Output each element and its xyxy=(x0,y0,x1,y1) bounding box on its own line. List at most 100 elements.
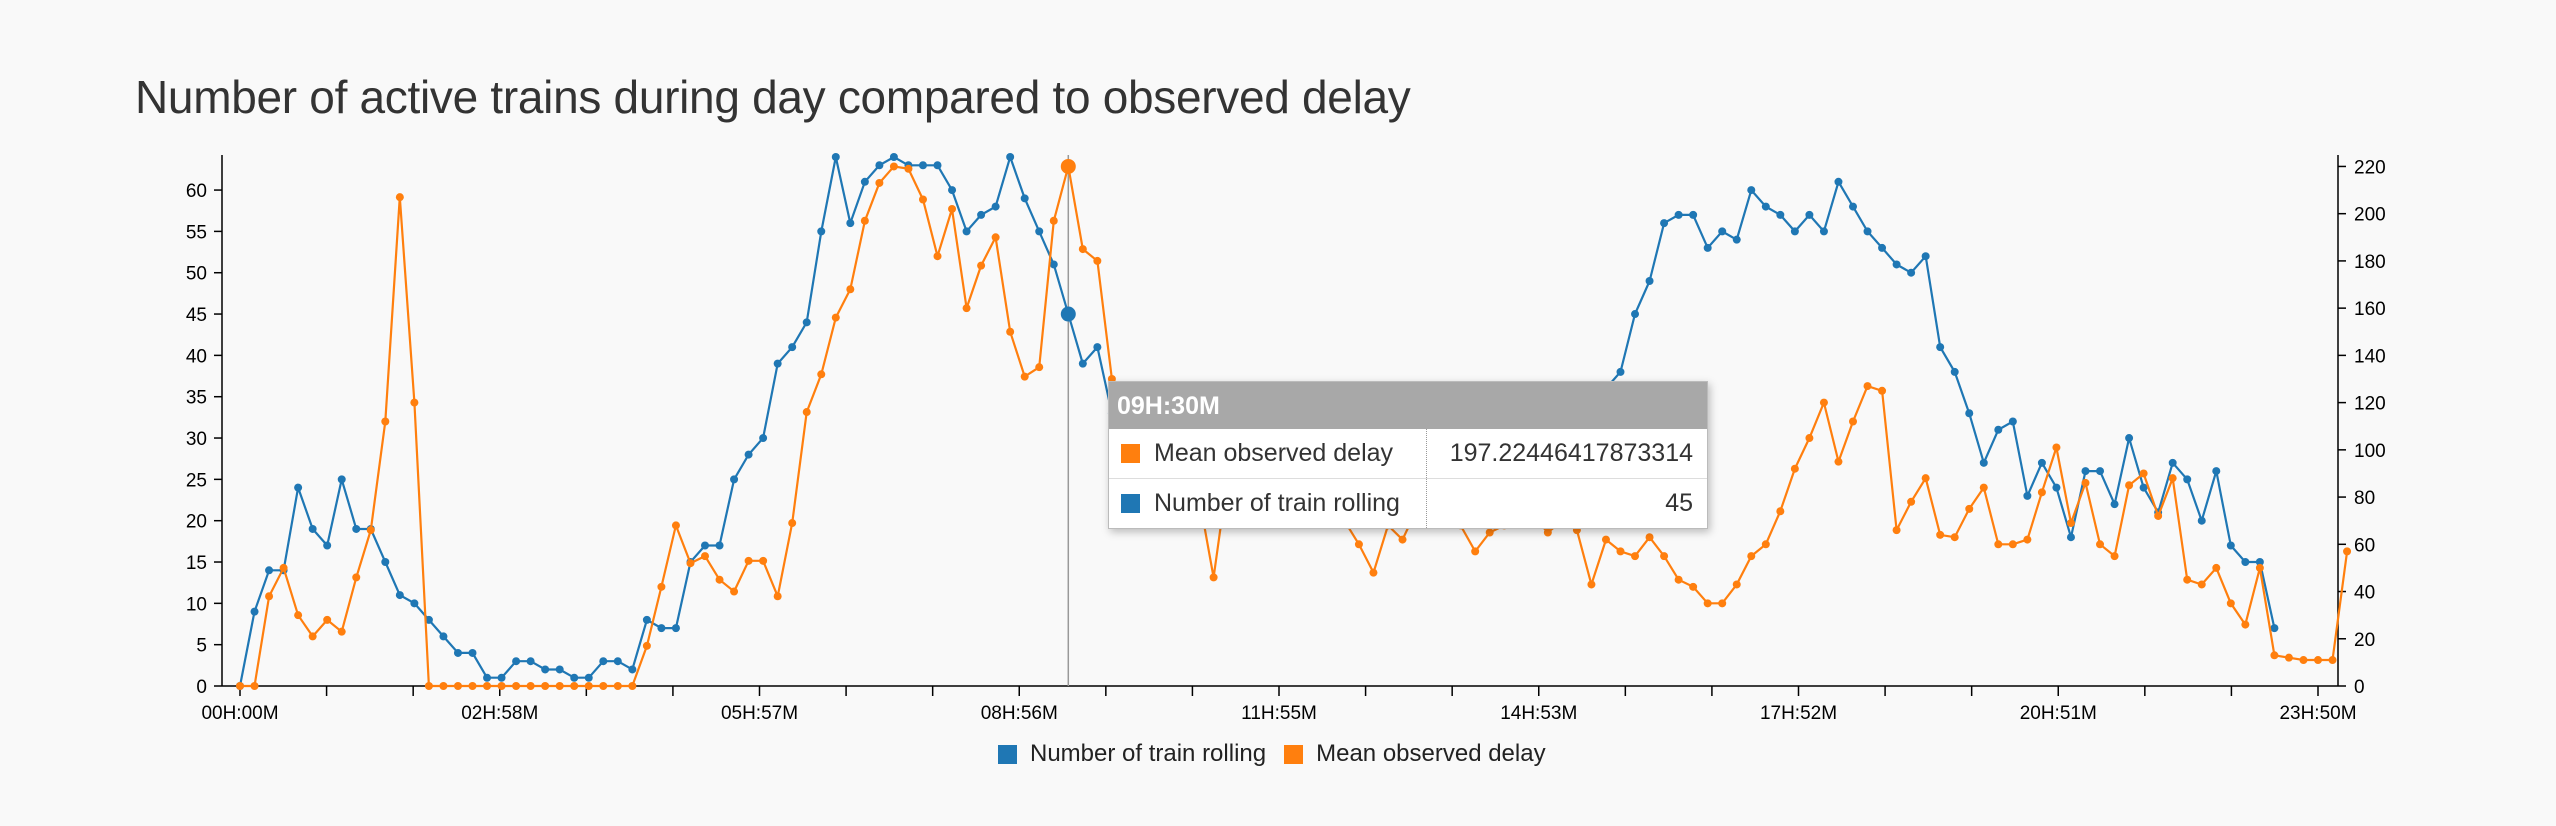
y-left-tick-label: 30 xyxy=(186,429,207,450)
data-point xyxy=(512,682,521,690)
data-point xyxy=(1674,575,1683,584)
data-point xyxy=(1703,599,1712,608)
y-left-tick-label: 35 xyxy=(186,388,207,409)
y-left-tick-label: 20 xyxy=(186,512,207,533)
data-point xyxy=(1718,227,1727,236)
data-point xyxy=(424,615,433,624)
data-point xyxy=(788,519,797,528)
data-point xyxy=(1645,276,1654,285)
data-point xyxy=(730,587,739,596)
data-point xyxy=(1907,268,1916,277)
data-point xyxy=(250,682,259,690)
data-point xyxy=(2168,458,2177,467)
data-point xyxy=(628,665,637,674)
data-point xyxy=(1921,474,1930,483)
hover-tooltip: 09H:30M Mean observed delay 197.22446417… xyxy=(1108,381,1708,529)
data-point xyxy=(1674,210,1683,219)
data-point xyxy=(2197,516,2206,525)
data-point xyxy=(1732,580,1741,589)
data-point xyxy=(2037,458,2046,467)
data-point xyxy=(1049,216,1058,225)
data-point xyxy=(1892,260,1901,269)
data-point xyxy=(323,615,332,624)
data-point xyxy=(1485,528,1494,537)
x-tick-label: 11H:55M xyxy=(1241,703,1317,724)
data-point xyxy=(701,552,710,561)
data-point xyxy=(1093,343,1102,352)
data-point xyxy=(2226,599,2235,608)
legend-item-delay[interactable]: Mean observed delay xyxy=(1284,740,1546,768)
data-point xyxy=(1761,202,1770,211)
data-point xyxy=(366,526,375,535)
tooltip-time: 09H:30M xyxy=(1109,382,1707,429)
data-point xyxy=(1587,580,1596,589)
x-tick-label: 00H:00M xyxy=(201,703,278,724)
data-point xyxy=(424,682,433,690)
data-point xyxy=(904,164,913,173)
data-point xyxy=(323,541,332,550)
data-point xyxy=(2008,540,2017,549)
tooltip-row-delay: Mean observed delay 197.22446417873314 xyxy=(1109,429,1707,478)
data-point xyxy=(250,607,259,616)
data-point xyxy=(584,682,593,690)
data-point xyxy=(773,359,782,368)
data-point xyxy=(1703,243,1712,252)
legend-item-trains[interactable]: Number of train rolling xyxy=(998,740,1266,768)
data-point xyxy=(308,524,317,533)
data-point xyxy=(1107,374,1116,383)
data-point xyxy=(701,541,710,550)
tooltip-row-trains: Number of train rolling 45 xyxy=(1109,478,1707,528)
data-point xyxy=(381,417,390,426)
data-point xyxy=(1209,573,1218,582)
data-point xyxy=(1049,260,1058,269)
data-point xyxy=(468,648,477,657)
data-point xyxy=(1078,245,1087,254)
y-right-tick-label: 220 xyxy=(2354,157,2386,178)
data-point xyxy=(541,665,550,674)
data-point xyxy=(2125,434,2134,443)
hover-markers xyxy=(1060,158,1076,322)
x-tick-label: 23H:50M xyxy=(2279,703,2356,724)
tooltip-value: 45 xyxy=(1665,489,1693,517)
data-point xyxy=(2139,469,2148,478)
data-point xyxy=(381,558,390,567)
data-point xyxy=(2183,475,2192,484)
data-point xyxy=(2328,656,2337,665)
data-point xyxy=(2110,552,2119,561)
data-point xyxy=(584,673,593,682)
data-point xyxy=(1979,458,1988,467)
data-point xyxy=(2212,467,2221,476)
data-point xyxy=(918,161,927,170)
data-point xyxy=(613,657,622,666)
hover-point xyxy=(1060,158,1076,174)
data-point xyxy=(570,682,579,690)
data-point xyxy=(933,161,942,170)
data-point xyxy=(2314,656,2322,665)
data-point xyxy=(2270,651,2279,660)
legend-label: Number of train rolling xyxy=(1030,740,1267,767)
data-point xyxy=(439,632,448,641)
x-tick-label: 08H:56M xyxy=(981,703,1058,724)
data-point xyxy=(1790,464,1799,473)
data-point xyxy=(1790,227,1799,236)
data-point xyxy=(744,556,753,565)
data-point xyxy=(453,648,462,657)
y-right-tick-label: 180 xyxy=(2354,252,2386,273)
data-point xyxy=(1369,568,1378,577)
data-point xyxy=(2284,653,2293,662)
data-point xyxy=(1776,210,1785,219)
data-point xyxy=(1892,526,1901,535)
data-point xyxy=(918,195,927,204)
y-left-tick-label: 5 xyxy=(196,636,207,657)
y-left-tick-label: 50 xyxy=(186,264,207,285)
data-point xyxy=(2183,575,2192,584)
y-left-tick-label: 25 xyxy=(186,470,207,491)
data-point xyxy=(1732,235,1741,244)
data-point xyxy=(1006,153,1015,161)
data-point xyxy=(889,153,898,161)
x-tick-label: 05H:57M xyxy=(721,703,798,724)
data-point xyxy=(715,575,724,584)
y-left-tick-label: 60 xyxy=(186,181,207,202)
data-point xyxy=(1761,540,1770,549)
data-point xyxy=(759,556,768,565)
